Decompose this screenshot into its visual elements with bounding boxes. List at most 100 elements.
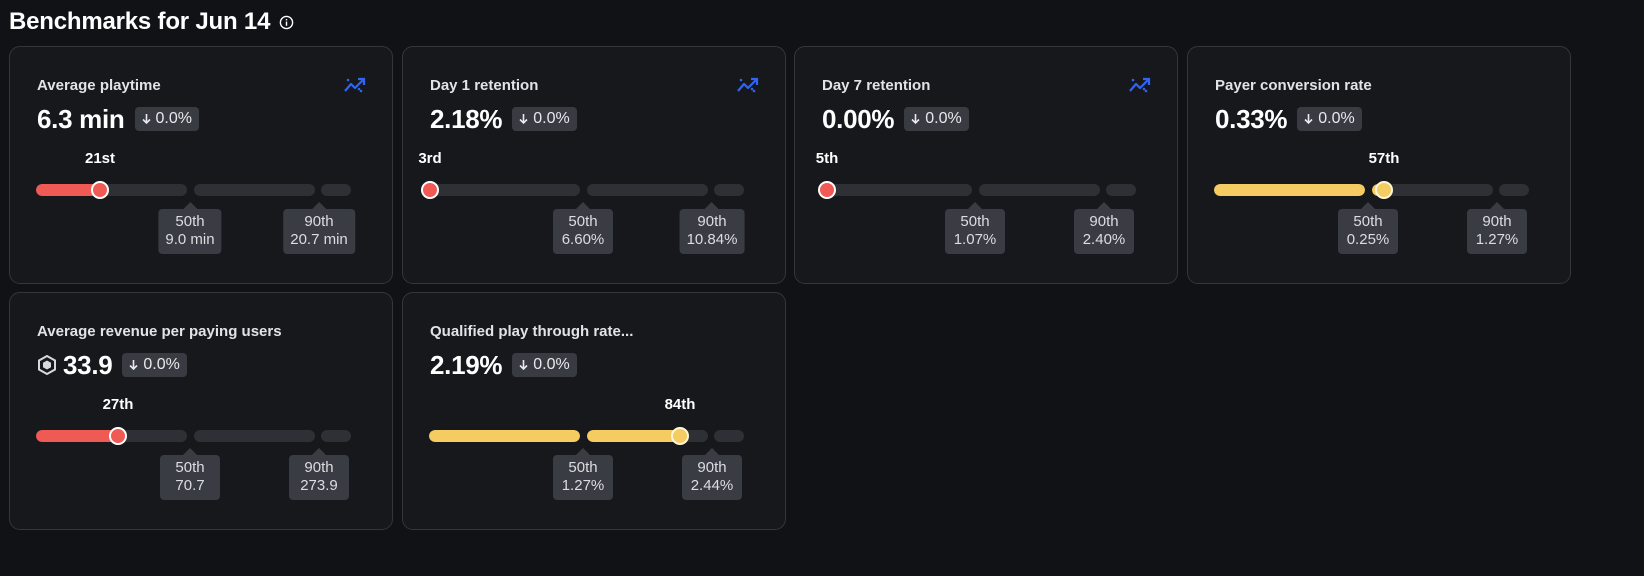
benchmark-90th: 90th 1.27% xyxy=(1467,202,1527,254)
benchmark-label: 50th xyxy=(1353,213,1383,230)
arrow-down-icon xyxy=(1304,114,1313,125)
page-title: Benchmarks for Jun 14 xyxy=(9,6,294,38)
percentile-track-segment xyxy=(1214,184,1365,196)
percentile-marker xyxy=(421,181,439,199)
benchmark-label: 50th xyxy=(175,459,205,476)
percentile-track-segment xyxy=(821,184,972,196)
percentile-track-segment xyxy=(587,184,708,196)
metric-value: 0.00% xyxy=(822,103,895,135)
metric-value: 33.9 xyxy=(37,349,113,381)
percentile-track-segment xyxy=(1499,184,1529,196)
benchmark-label: 50th xyxy=(568,213,598,230)
benchmark-value: 1.27% xyxy=(561,477,605,494)
delta-value: 0.0% xyxy=(533,356,570,373)
metric-value-row: 33.9 0.0% xyxy=(37,349,187,381)
percentile-track-fill xyxy=(1214,184,1365,196)
arrow-down-icon xyxy=(129,360,138,371)
percentile-track-fill xyxy=(587,430,680,442)
benchmark-value: 1.07% xyxy=(953,231,997,248)
percentile-track-segment xyxy=(194,430,315,442)
benchmark-label: 90th xyxy=(697,213,727,230)
benchmark-90th: 90th 10.84% xyxy=(679,202,745,254)
percentile-marker xyxy=(91,181,109,199)
metric-value-text: 2.19% xyxy=(430,349,503,380)
card-title: Day 7 retention xyxy=(822,77,931,94)
percentile-track-segment xyxy=(714,430,744,442)
percentile-marker xyxy=(109,427,127,445)
metric-value-text: 0.33% xyxy=(1215,103,1288,134)
card-title: Average revenue per paying users xyxy=(37,323,282,340)
benchmark-50th: 50th 1.07% xyxy=(945,202,1005,254)
percentile-track-segment xyxy=(714,184,744,196)
trend-chart-icon[interactable] xyxy=(344,77,366,93)
card-title: Average playtime xyxy=(37,77,161,94)
arrow-down-icon xyxy=(519,114,528,125)
arrow-down-icon xyxy=(141,114,151,125)
benchmark-90th: 90th 273.9 xyxy=(289,448,349,500)
metric-value-row: 0.33% 0.0% xyxy=(1215,103,1362,135)
benchmark-50th: 50th 70.7 xyxy=(160,448,220,500)
delta-badge: 0.0% xyxy=(512,353,577,377)
delta-value: 0.0% xyxy=(143,356,180,373)
percentile-marker xyxy=(1375,181,1393,199)
metric-value-row: 2.19% 0.0% xyxy=(430,349,577,381)
delta-value: 0.0% xyxy=(925,110,962,127)
card-title: Payer conversion rate xyxy=(1215,77,1372,94)
delta-value: 0.0% xyxy=(533,110,570,127)
delta-value: 0.0% xyxy=(155,110,192,127)
trend-chart-icon[interactable] xyxy=(1129,77,1151,93)
page-title-text: Benchmarks for Jun 14 xyxy=(9,8,271,35)
percentile-track-segment xyxy=(429,430,580,442)
rank-label: 84th xyxy=(664,396,696,413)
rank-label: 21st xyxy=(84,150,116,167)
metric-value: 2.19% xyxy=(430,349,503,381)
benchmark-card: Day 1 retention 2.18% 0.0% 3rd 50th 6.60% 90th… xyxy=(402,46,786,284)
metric-value: 2.18% xyxy=(430,104,503,135)
benchmark-card: Average playtime 6.3 min 0.0% 21st 50th 9.0 m… xyxy=(9,46,393,284)
benchmark-label: 50th xyxy=(175,213,205,230)
benchmark-value: 6.60% xyxy=(561,231,605,248)
metric-value-text: 33.9 xyxy=(63,349,113,380)
rank-label: 27th xyxy=(102,396,134,413)
percentile-track-segment xyxy=(979,184,1100,196)
delta-badge: 0.0% xyxy=(512,107,577,131)
metric-value-text: 0.00% xyxy=(822,103,895,134)
benchmark-label: 90th xyxy=(1089,213,1119,230)
benchmark-50th: 50th 1.27% xyxy=(553,448,613,500)
metric-value-text: 6.3 min xyxy=(37,103,125,134)
rank-label: 3rd xyxy=(418,150,442,167)
benchmark-value: 10.84% xyxy=(686,231,738,248)
delta-badge: 0.0% xyxy=(1297,107,1362,131)
benchmark-value: 9.0 min xyxy=(165,231,215,248)
benchmark-card: Payer conversion rate 0.33% 0.0% 57th 50th 0.… xyxy=(1187,46,1571,284)
metric-value-row: 0.00% 0.0% xyxy=(822,103,969,135)
card-title: Qualified play through rate... xyxy=(430,323,634,340)
percentile-track-segment xyxy=(194,184,315,196)
percentile-track-segment xyxy=(587,430,708,442)
rank-label: 5th xyxy=(815,150,839,167)
benchmark-90th: 90th 2.44% xyxy=(682,448,742,500)
benchmark-value: 2.40% xyxy=(1082,231,1126,248)
info-icon[interactable] xyxy=(279,15,294,30)
trend-chart-icon[interactable] xyxy=(737,77,759,93)
arrow-down-icon xyxy=(519,360,528,371)
benchmark-90th: 90th 20.7 min xyxy=(283,202,355,254)
card-title: Day 1 retention xyxy=(430,77,539,94)
metric-value: 0.33% xyxy=(1215,103,1288,135)
delta-badge: 0.0% xyxy=(122,353,187,377)
benchmark-value: 2.44% xyxy=(690,477,734,494)
benchmark-50th: 50th 0.25% xyxy=(1338,202,1398,254)
benchmark-label: 90th xyxy=(304,213,334,230)
delta-badge: 0.0% xyxy=(904,107,969,131)
metric-value: 6.3 min xyxy=(37,104,125,135)
benchmark-label: 90th xyxy=(1482,213,1512,230)
benchmark-label: 90th xyxy=(697,459,727,476)
rank-label: 57th xyxy=(1368,150,1400,167)
benchmark-card: Qualified play through rate... 2.19% 0.0% 8… xyxy=(402,292,786,530)
percentile-track-fill xyxy=(36,430,118,442)
delta-badge: 0.0% xyxy=(134,107,199,131)
percentile-track-fill xyxy=(36,184,100,196)
percentile-marker xyxy=(671,427,689,445)
percentile-track-segment xyxy=(321,430,351,442)
delta-value: 0.0% xyxy=(1318,110,1355,127)
